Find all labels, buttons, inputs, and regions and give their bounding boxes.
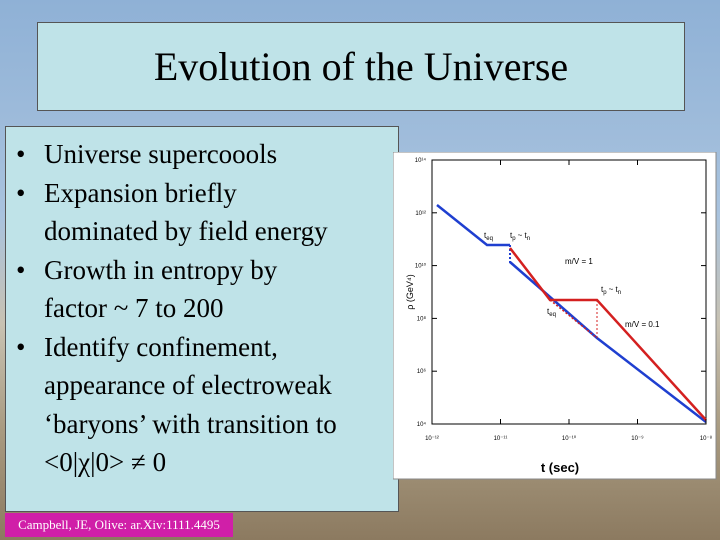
annotation: tp ~ tn [601, 285, 621, 296]
annotation-part: t [510, 231, 513, 240]
bullet-line: Universe supercoools [44, 139, 278, 169]
y-tick-label: 10⁶ [417, 368, 427, 375]
annotation-sub: p [603, 290, 607, 296]
annotation-sub: p [512, 236, 516, 242]
bullet-mark: • [16, 139, 26, 169]
bullet-mark: • [16, 177, 26, 208]
x-tick-label: 10⁻¹¹ [494, 436, 508, 442]
title: Evolution of the Universe [37, 22, 685, 111]
y-tick-label: 10¹⁰ [415, 263, 427, 270]
annotation-part: ~ t [609, 285, 619, 294]
x-tick-label: 10⁻¹⁰ [562, 435, 577, 442]
annotation-part: t [484, 231, 487, 240]
bullet-item: • Growth in entropy by factor ~ 7 to 200 [16, 251, 398, 328]
y-axis-label: ρ (GeV⁴) [405, 274, 415, 310]
annotation-part: t [601, 285, 604, 294]
bullet-text: Growth in entropy by factor ~ 7 to 200 [44, 251, 277, 328]
x-axis-label: t (sec) [541, 460, 579, 475]
bullet-line: Growth in entropy by [44, 254, 278, 285]
bullet-item: • Universe supercoools [16, 135, 398, 174]
bullet-line: ‘baryons’ with transition to [44, 408, 337, 439]
annotation: teq [547, 307, 556, 318]
x-tick-label: 10⁻⁸ [700, 435, 713, 442]
annotation: m/V = 1 [565, 257, 593, 266]
y-tick-label: 10¹² [415, 211, 426, 217]
bullet-text: Identify confinement, appearance of elect… [44, 328, 337, 482]
x-tick-label: 10⁻⁹ [631, 435, 644, 442]
bullet-line: factor ~ 7 to 200 [44, 293, 224, 323]
bullet-line: dominated by field energy [44, 216, 328, 246]
annotation-sub: n [618, 290, 621, 296]
y-tick-label: 10¹⁴ [415, 157, 427, 164]
annotation-part: m/V = 0.1 [625, 320, 660, 329]
y-tick-label: 10⁴ [417, 421, 427, 428]
bullet-text: Expansion briefly dominated by field ener… [44, 174, 328, 251]
bullet-item: • Identify confinement, appearance of elec… [16, 328, 398, 482]
bullet-item: • Expansion briefly dominated by field ene… [16, 174, 398, 251]
bullet-line: <0|χ|0> ≠ 0 [44, 447, 167, 477]
plot: 10¹⁴ 10¹² 10¹⁰ 10⁸ 10⁶ 10⁴ 10⁻¹² 10⁻¹¹ 10⁻¹⁰ 10⁻⁹… [393, 152, 717, 480]
curve-red [509, 247, 707, 421]
bullet-line: Identify confinement, [44, 331, 278, 362]
bullet-list: • Universe supercoools • Expansion briefly d… [5, 126, 399, 512]
citation: Campbell, JE, Olive: ar.Xiv:1111.4495 [5, 513, 233, 537]
annotation-sub: eq [549, 312, 556, 318]
bullet-line: Expansion briefly [44, 177, 237, 208]
curve-blue [436, 204, 510, 247]
annotation-part: t [547, 307, 550, 316]
bullet-text: Universe supercoools [44, 135, 277, 174]
annotation-part: ~ t [518, 231, 528, 240]
annotation: teq [484, 231, 493, 242]
bullet-mark: • [16, 331, 26, 362]
y-tick-label: 10⁸ [417, 315, 427, 322]
x-tick-label: 10⁻¹² [425, 436, 439, 442]
annotation-sub: n [527, 236, 530, 242]
annotation-sub: eq [486, 236, 493, 242]
annotation: tp ~ tn [510, 231, 530, 242]
bullet-line: appearance of electroweak [44, 370, 332, 400]
annotation-part: m/V = 1 [565, 257, 593, 266]
bullet-mark: • [16, 254, 26, 285]
annotation: m/V = 0.1 [625, 320, 660, 329]
